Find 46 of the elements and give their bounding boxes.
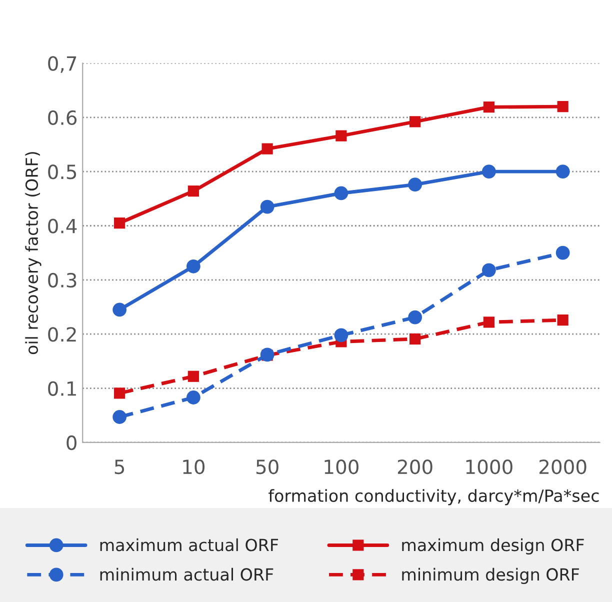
x-tick-label: 100 [324,459,358,474]
legend-label: minimum actual ORF [100,568,274,581]
y-tick-label: 0 [66,435,76,450]
y-tick-label: 0.6 [48,110,77,126]
point [112,302,127,317]
point [410,333,421,345]
point [557,101,568,112]
x-axis-title: formation conductivity, darcy*m/Pa*sec [268,489,599,506]
point [186,390,200,404]
point [114,217,126,229]
x-tick-label: 2000 [540,459,586,474]
y-axis-title: oil recovery factor (ORF) [25,152,42,354]
y-tick-label: 0.2 [48,327,76,342]
y-tick-label: 0,7 [48,56,76,73]
point [186,259,200,274]
point [262,143,273,154]
point [188,370,199,382]
x-tick-label: 1000 [466,459,512,474]
legend-label: maximum design ORF [402,538,584,555]
point [483,316,494,328]
point [334,186,348,200]
legend-label: maximum actual ORF [100,538,278,552]
y-tick-label: 0.5 [48,164,76,180]
point [556,164,570,179]
point [114,388,126,399]
point [556,246,570,260]
y-tick-label: 0.4 [48,218,77,234]
x-tick-label: 200 [398,459,432,474]
point [112,410,127,424]
y-tick-label: 0.1 [48,381,76,396]
point [410,116,421,128]
y-tick-label: 0.3 [48,272,76,288]
x-tick-label: 50 [256,459,278,474]
point [482,263,496,278]
point [483,102,494,113]
point [188,186,199,197]
point [334,328,348,342]
point [336,130,347,142]
legend-label: minimum design ORF [402,568,579,584]
point [408,310,422,324]
x-tick-label: 10 [183,459,205,474]
x-tick-label: 5 [114,460,124,474]
point [260,200,274,214]
point [408,178,422,192]
point [482,164,496,179]
point [557,314,568,326]
